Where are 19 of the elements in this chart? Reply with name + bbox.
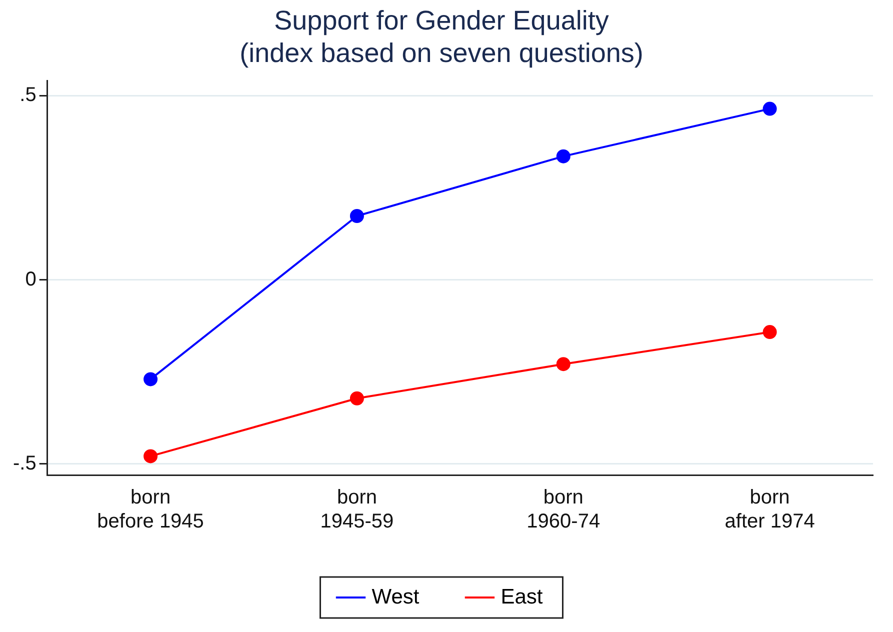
point xyxy=(350,391,364,406)
chart-title: Support for Gender Equality xyxy=(274,6,610,36)
point xyxy=(556,357,570,372)
point xyxy=(144,372,158,386)
y-tick-label: -.5 xyxy=(12,452,36,474)
legend-label: East xyxy=(500,585,543,608)
x-tick-label: born 1945-59 xyxy=(320,486,394,533)
point xyxy=(556,149,570,164)
y-tick-label: .5 xyxy=(20,84,36,106)
legend-label: West xyxy=(372,585,420,608)
x-tick-label: born before 1945 xyxy=(97,486,204,533)
point xyxy=(350,209,364,224)
point xyxy=(762,325,777,340)
y-tick-label: 0 xyxy=(25,268,36,290)
point xyxy=(762,102,777,116)
point xyxy=(144,449,158,464)
x-tick-label: born after 1974 xyxy=(724,486,815,533)
x-tick-label: born 1960-74 xyxy=(526,486,600,533)
chart-subtitle: (index based on seven questions) xyxy=(240,38,644,68)
